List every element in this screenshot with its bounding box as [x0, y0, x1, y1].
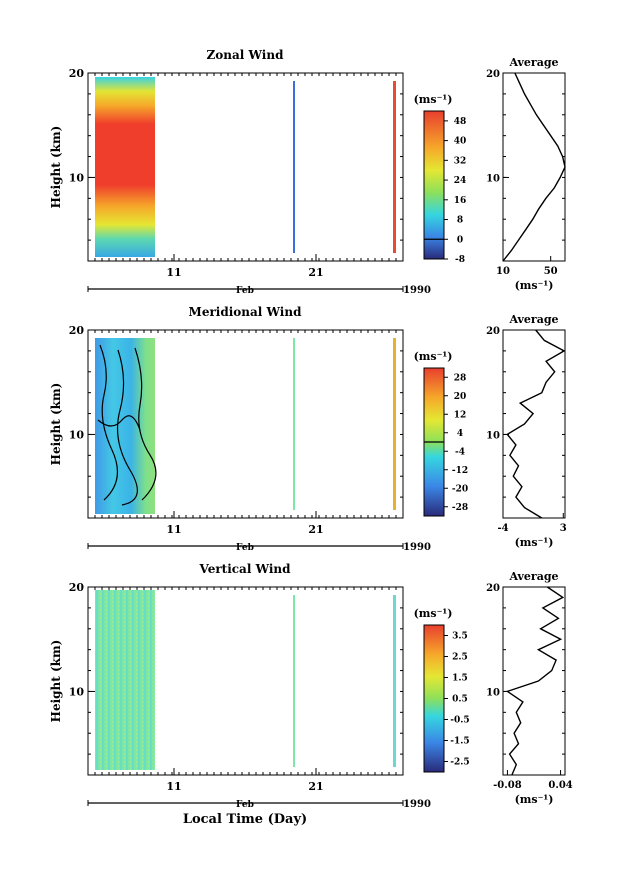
profile-x-label: (ms⁻¹)	[515, 536, 554, 549]
colorbar-unit: (ms⁻¹)	[414, 607, 453, 620]
profile-axes	[502, 72, 566, 262]
zero-contour	[134, 347, 157, 501]
profile-title: Average	[508, 570, 558, 583]
profile-x-label: (ms⁻¹)	[515, 279, 554, 292]
colorbar-unit: (ms⁻¹)	[414, 93, 453, 106]
heatmap-column	[293, 595, 295, 767]
colorbar-tick-label: 3.5	[452, 632, 468, 642]
main-axes	[87, 586, 404, 776]
x-tick-label: 21	[308, 523, 323, 536]
profile-y-tick-label: 20	[486, 69, 500, 80]
heatmap-column	[293, 81, 295, 253]
profile-line	[505, 586, 565, 776]
heatmap-column	[393, 338, 396, 510]
x-tick-label: 21	[308, 780, 323, 793]
colorbar-tick-label: -1.5	[450, 737, 469, 747]
y-axis-label: Height (km)	[49, 126, 63, 209]
y-tick-label: 10	[69, 685, 85, 698]
zero-contour	[97, 415, 141, 431]
profile-y-tick-label: 10	[486, 687, 500, 698]
colorbar-tick-label: -28	[452, 503, 468, 513]
heatmap-block	[95, 77, 155, 257]
profile-y-tick-label: 10	[486, 173, 500, 184]
profile-title: Average	[508, 56, 558, 69]
profile-x-tick-label: 3	[560, 523, 567, 534]
x-tick-label: 11	[166, 780, 181, 793]
year-label: 1990	[403, 542, 431, 553]
colorbar	[423, 110, 445, 260]
profile-x-tick-label: 0.04	[548, 780, 572, 791]
month-label: Feb	[236, 800, 254, 810]
colorbar	[423, 624, 445, 773]
heatmap-block	[95, 338, 155, 514]
y-axis-label: Height (km)	[49, 640, 63, 723]
year-label: 1990	[403, 285, 431, 296]
y-tick-label: 20	[69, 324, 85, 337]
profile-y-tick-label: 20	[486, 326, 500, 337]
panel-title: Meridional Wind	[189, 305, 303, 319]
colorbar-tick-label: 0.5	[452, 695, 468, 705]
colorbar-tick-label: -0.5	[450, 716, 469, 726]
profile-axes	[502, 586, 566, 776]
y-tick-label: 20	[69, 581, 85, 594]
profile-axes	[502, 329, 566, 519]
zero-contour	[116, 349, 138, 506]
colorbar-tick-label: 48	[454, 117, 467, 127]
panel-3: Vertical Wind 20 10 Height (km) 11 21 Feb 1990 (…	[49, 562, 573, 810]
heatmap-column	[293, 338, 295, 510]
colorbar-tick-label: 1.5	[452, 674, 468, 684]
y-tick-label: 10	[69, 428, 85, 441]
heatmap-column	[393, 595, 396, 767]
colorbar-tick-label: 0	[457, 235, 463, 245]
colorbar-tick-label: 32	[454, 156, 467, 166]
y-tick-label: 10	[69, 171, 85, 184]
profile-line	[506, 329, 566, 519]
colorbar-tick-label: 24	[454, 176, 467, 186]
profile-x-tick-label: 50	[544, 266, 558, 277]
panel-title: Zonal Wind	[207, 48, 285, 62]
y-tick-label: 20	[69, 67, 85, 80]
colorbar-tick-label: 12	[454, 410, 467, 420]
profile-y-tick-label: 10	[486, 430, 500, 441]
profile-x-label: (ms⁻¹)	[515, 793, 554, 806]
colorbar-tick-label: -2.5	[450, 758, 469, 768]
colorbar-tick-label: 4	[457, 429, 463, 439]
colorbar-tick-label: 40	[454, 137, 467, 147]
main-axes	[87, 329, 404, 519]
x-tick-label: 11	[166, 523, 181, 536]
profile-line	[502, 72, 566, 262]
colorbar-tick-label: -20	[452, 484, 468, 494]
colorbar-tick-label: -12	[452, 466, 468, 476]
colorbar-tick-label: 2.5	[452, 653, 468, 663]
colorbar-tick-label: 8	[457, 216, 463, 226]
panel-title: Vertical Wind	[198, 562, 291, 576]
y-axis-label: Height (km)	[49, 383, 63, 466]
panel-2: Meridional Wind 20 10 Height (km) 11 21 Feb 199…	[49, 305, 567, 553]
colorbar-tick-label: 20	[454, 392, 467, 402]
month-label: Feb	[236, 543, 254, 553]
colorbar-tick-label: -4	[455, 447, 465, 457]
heatmap-block	[95, 590, 155, 770]
profile-y-tick-label: 20	[486, 583, 500, 594]
colorbar-tick-label: 28	[454, 373, 467, 383]
time-axis-label: Local Time (Day)	[183, 812, 307, 827]
profile-x-tick-label: -4	[497, 523, 508, 534]
colorbar-tick-label: 16	[454, 196, 467, 206]
profile-x-tick-label: 10	[496, 266, 510, 277]
colorbar-tick-label: -8	[455, 255, 465, 265]
colorbar-unit: (ms⁻¹)	[414, 350, 453, 363]
heatmap-column	[393, 81, 396, 253]
main-axes	[87, 72, 404, 262]
zero-contour	[99, 344, 119, 501]
x-tick-label: 11	[166, 266, 181, 279]
panel-1: Zonal Wind 20 10 Height (km) 11 21 Feb 1990 (ms⁻…	[49, 48, 566, 296]
profile-x-tick-label: -0.08	[493, 780, 522, 791]
month-label: Feb	[236, 286, 254, 296]
x-tick-label: 21	[308, 266, 323, 279]
profile-title: Average	[508, 313, 558, 326]
year-label: 1990	[403, 799, 431, 810]
